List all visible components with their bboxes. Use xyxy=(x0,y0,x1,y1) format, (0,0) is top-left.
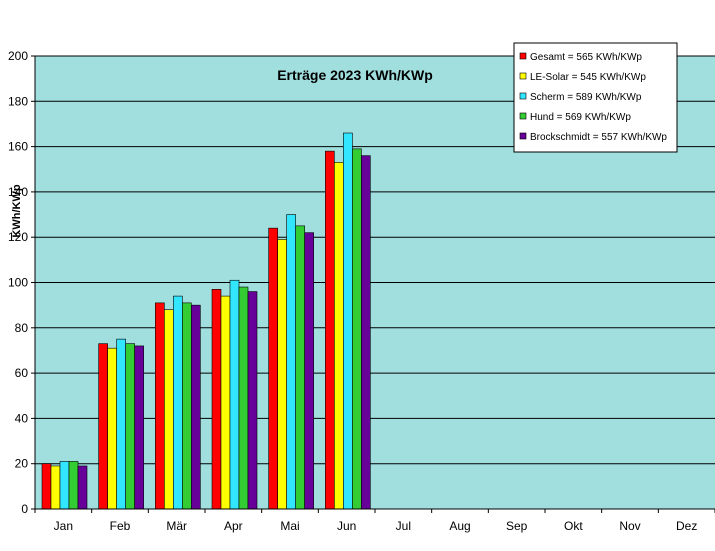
bar xyxy=(211,288,222,510)
y-tick-label: 140 xyxy=(8,185,28,199)
y-tick-label: 100 xyxy=(8,276,28,290)
x-tick-label: Jun xyxy=(337,519,356,533)
bar xyxy=(59,461,70,510)
x-tick-label: Apr xyxy=(224,519,243,533)
legend-label: Scherm = 589 KWh/KWp xyxy=(530,92,642,103)
legend-label: Gesamt = 565 KWh/KWp xyxy=(530,52,642,63)
bar xyxy=(191,304,201,510)
bar xyxy=(304,232,314,510)
bar xyxy=(134,345,144,510)
bar xyxy=(41,463,52,510)
legend-label: Hund = 569 KWh/KWp xyxy=(530,112,631,123)
x-tick-label: Aug xyxy=(449,519,470,533)
x-tick-label: Jan xyxy=(54,519,73,533)
bar xyxy=(361,155,371,510)
bar xyxy=(50,465,61,510)
y-tick-label: 40 xyxy=(15,411,29,425)
x-tick-label: Dez xyxy=(676,519,697,533)
legend-swatch xyxy=(519,132,527,140)
bar xyxy=(77,465,88,510)
legend-swatch xyxy=(519,112,527,120)
bar xyxy=(182,302,192,510)
axes xyxy=(31,55,715,513)
legend-box xyxy=(513,42,678,153)
x-tick-label: Mai xyxy=(280,519,299,533)
bar xyxy=(220,295,231,510)
bar xyxy=(286,214,296,510)
y-tick-label: 120 xyxy=(8,230,28,244)
x-tick-label: Nov xyxy=(619,519,640,533)
y-tick-label: 20 xyxy=(15,457,29,471)
x-tick-labels: Jan Feb Mär Apr Mai Jun Jul Aug Sep Okt Nov Dez xyxy=(54,519,698,533)
x-tick-label: Jul xyxy=(396,519,411,533)
bar xyxy=(68,461,79,510)
bar xyxy=(295,225,305,510)
bar xyxy=(107,347,117,510)
bar xyxy=(277,239,287,510)
bar xyxy=(116,338,126,510)
legend-swatch xyxy=(519,72,527,80)
x-tick-label: Okt xyxy=(564,519,583,533)
bar xyxy=(155,302,165,510)
bar xyxy=(334,162,344,510)
y-axis-label: KWh/KWp xyxy=(11,184,23,237)
bar xyxy=(325,150,335,510)
bar xyxy=(247,291,258,510)
legend-label: LE-Solar = 545 KWh/KWp xyxy=(530,72,646,83)
bar xyxy=(268,227,278,510)
chart-title: Erträge 2023 KWh/KWp xyxy=(277,67,433,83)
legend-label: Brockschmidt = 557 KWh/KWp xyxy=(530,132,667,143)
legend-swatch xyxy=(519,52,527,60)
x-tick-label: Mär xyxy=(166,519,187,533)
bar xyxy=(98,343,108,510)
y-tick-label: 80 xyxy=(15,321,29,335)
y-tick-label: 200 xyxy=(8,49,28,63)
bar xyxy=(173,295,183,510)
bar xyxy=(352,148,362,510)
y-tick-labels: 0 20 40 60 80 100 120 140 160 180 200 xyxy=(8,49,28,516)
legend: Gesamt = 565 KWh/KWp LE-Solar = 545 KWh/K… xyxy=(513,42,678,153)
bar xyxy=(125,343,135,510)
bar xyxy=(229,279,240,510)
y-tick-label: 0 xyxy=(21,502,28,516)
x-tick-label: Sep xyxy=(506,519,528,533)
y-tick-label: 60 xyxy=(15,366,29,380)
x-tick-label: Feb xyxy=(110,519,131,533)
bar xyxy=(164,309,174,510)
bar xyxy=(238,286,249,510)
y-tick-label: 160 xyxy=(8,140,28,154)
bar xyxy=(343,132,353,510)
y-tick-label: 180 xyxy=(8,94,28,108)
legend-swatch xyxy=(519,92,527,100)
